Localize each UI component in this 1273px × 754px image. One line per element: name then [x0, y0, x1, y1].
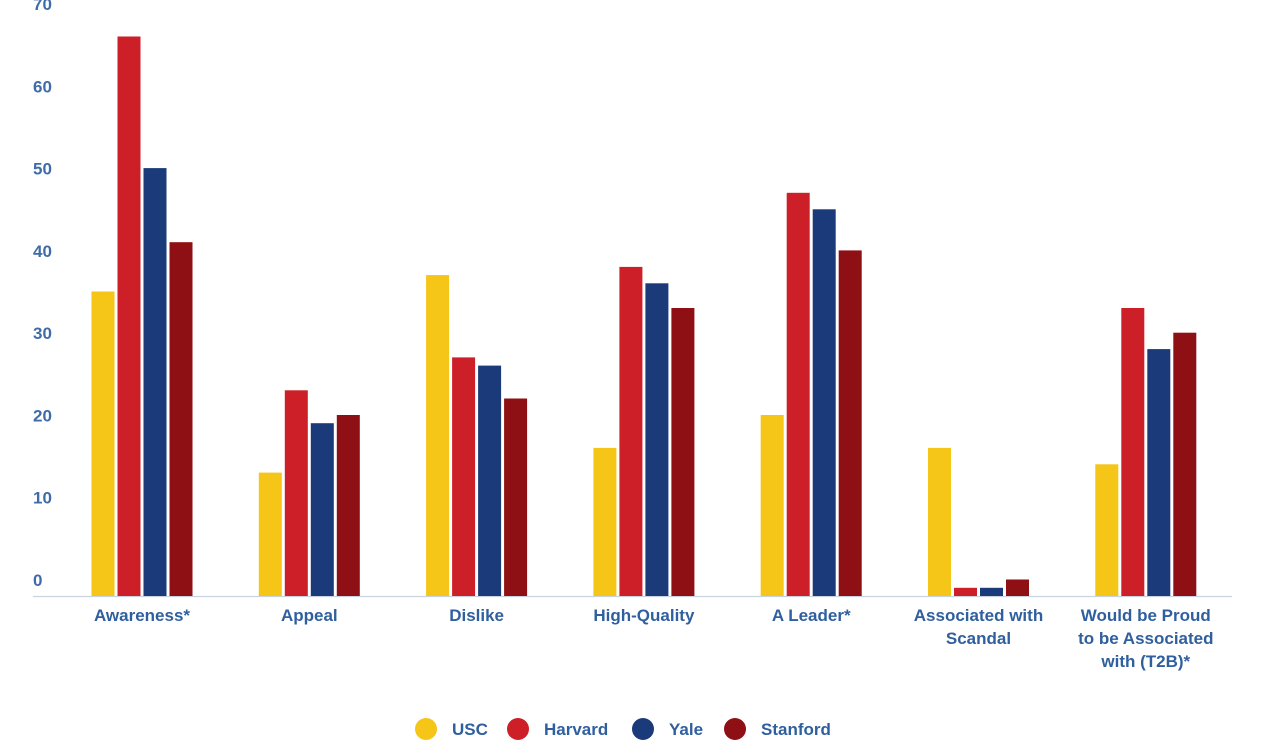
- bar-usc: [1095, 464, 1119, 596]
- category-label: Awareness*: [94, 606, 190, 625]
- y-tick-label: 0: [33, 571, 42, 590]
- category-label: Dislike: [449, 606, 504, 625]
- legend-swatch: [415, 718, 437, 740]
- bar-harvard: [117, 36, 141, 596]
- bar-usc: [426, 275, 450, 596]
- bar-usc: [593, 447, 617, 596]
- bar-harvard: [954, 587, 977, 596]
- bars-group: [91, 36, 1197, 597]
- bar-harvard: [619, 266, 643, 596]
- y-tick-label: 20: [33, 406, 52, 425]
- bar-usc: [258, 472, 282, 596]
- legend-label: Yale: [669, 720, 703, 739]
- legend-label: Harvard: [544, 720, 608, 739]
- bar-harvard: [452, 357, 476, 596]
- bar-harvard: [786, 192, 810, 597]
- legend-item-yale: Yale: [632, 718, 703, 740]
- bar-usc: [928, 447, 951, 596]
- category-label: A Leader*: [772, 606, 851, 625]
- category-label: High-Quality: [593, 606, 695, 625]
- y-tick-label: 30: [33, 324, 52, 343]
- legend-swatch: [632, 718, 654, 740]
- y-tick-label: 50: [33, 160, 52, 179]
- bar-yale: [1147, 349, 1171, 596]
- bar-stanford: [671, 308, 695, 596]
- bar-stanford: [169, 242, 193, 596]
- bar-yale: [310, 423, 334, 596]
- y-tick-label: 70: [33, 0, 52, 14]
- bar-stanford: [1173, 332, 1197, 596]
- category-label: Associated with Scandal: [914, 606, 1043, 648]
- legend-item-harvard: Harvard: [507, 718, 608, 740]
- y-tick-label: 10: [33, 489, 52, 508]
- legend: USC Harvard Yale Stanford: [415, 718, 831, 740]
- legend-label: USC: [452, 720, 488, 739]
- bar-usc: [760, 415, 784, 596]
- bar-yale: [478, 365, 502, 596]
- category-label: Would be Proud to be Associated with (T2B)…: [1078, 606, 1213, 671]
- bar-yale: [143, 168, 167, 596]
- legend-swatch: [507, 718, 529, 740]
- category-label: Appeal: [281, 606, 338, 625]
- bar-yale: [645, 283, 669, 596]
- bar-harvard: [284, 390, 308, 596]
- y-tick-label: 40: [33, 242, 52, 261]
- legend-item-stanford: Stanford: [724, 718, 831, 740]
- bar-stanford: [838, 250, 862, 596]
- bar-yale: [980, 587, 1003, 596]
- legend-item-usc: USC: [415, 718, 488, 740]
- bar-yale: [812, 209, 836, 597]
- legend-label: Stanford: [761, 720, 831, 739]
- bar-stanford: [1006, 579, 1029, 596]
- category-labels: Awareness* Appeal Dislike High-Quality A Lea…: [94, 606, 1214, 671]
- y-tick-label: 60: [33, 77, 52, 96]
- legend-swatch: [724, 718, 746, 740]
- bar-harvard: [1121, 308, 1145, 596]
- bar-stanford: [504, 398, 528, 596]
- bar-usc: [91, 291, 115, 596]
- bar-stanford: [336, 415, 360, 596]
- y-axis-ticks: 0 10 20 30 40 50 60 70: [33, 0, 52, 590]
